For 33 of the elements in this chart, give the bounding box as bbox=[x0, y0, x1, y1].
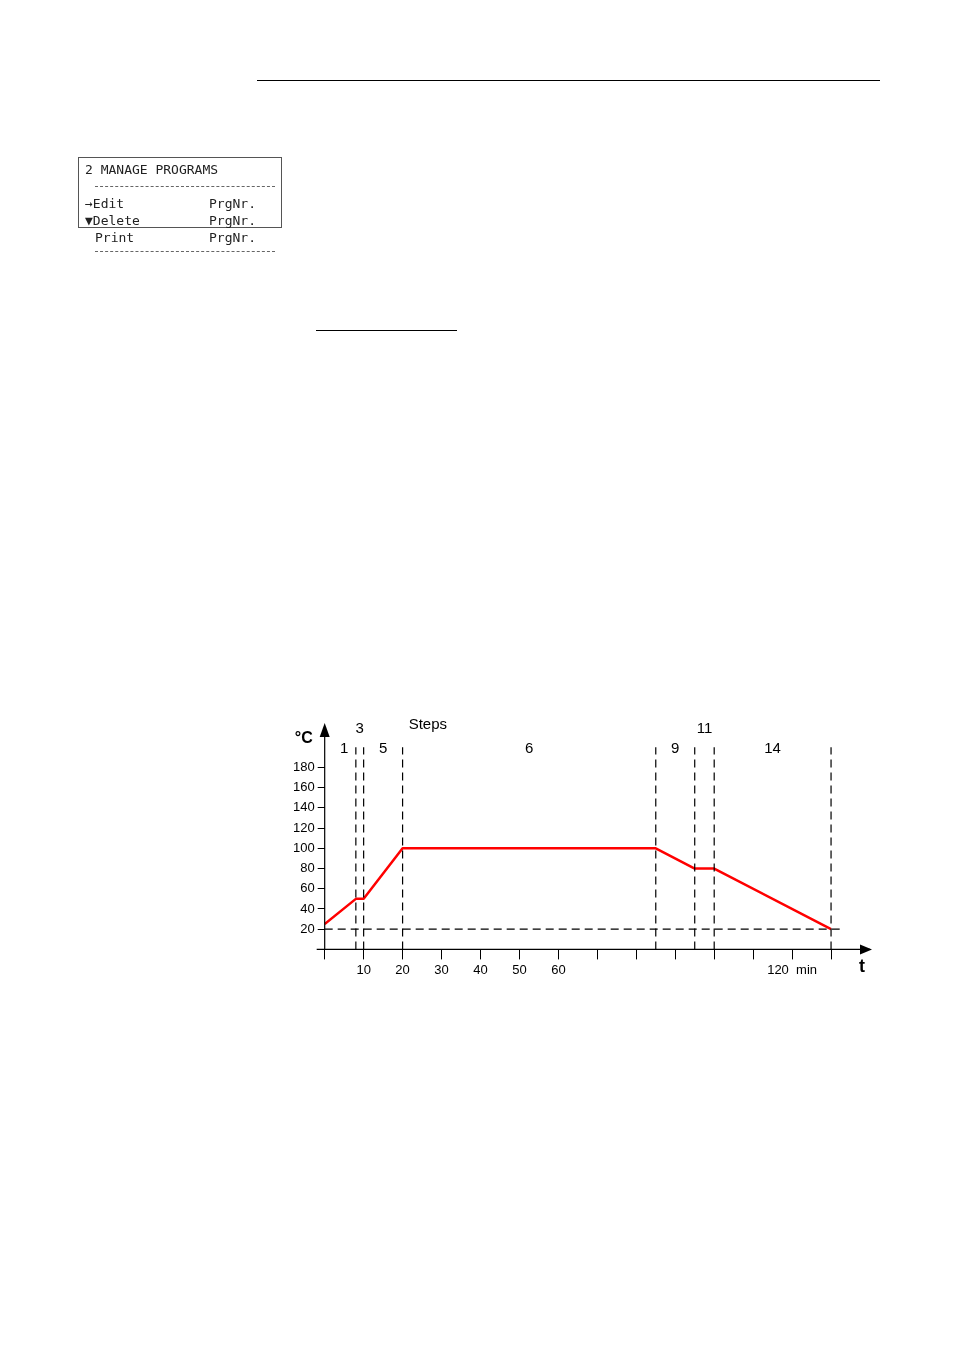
x-tick-label: 20 bbox=[395, 961, 410, 977]
annotation: 9 bbox=[671, 739, 680, 757]
text: Print bbox=[95, 230, 135, 246]
y-tick-label: 160 bbox=[292, 779, 315, 795]
annotation: 6 bbox=[525, 739, 534, 757]
text: PrgNr. bbox=[209, 230, 256, 246]
y-tick-label: 20 bbox=[300, 920, 315, 936]
y-tick-label: 80 bbox=[300, 860, 315, 876]
x-tick-label: 50 bbox=[512, 961, 527, 977]
annotation: 11 bbox=[696, 719, 713, 737]
y-axis-title: °C bbox=[294, 729, 314, 747]
y-tick-label: 100 bbox=[292, 839, 315, 855]
text: 2 MANAGE PROGRAMS bbox=[85, 162, 219, 178]
x-tick-label: 120 min bbox=[767, 961, 818, 977]
x-tick-label: 40 bbox=[473, 961, 488, 977]
annotation: 14 bbox=[764, 739, 781, 757]
text: ▼Delete bbox=[85, 213, 140, 229]
text: →Edit bbox=[85, 196, 125, 212]
annotation: 1 bbox=[340, 739, 349, 757]
y-tick-label: 140 bbox=[292, 799, 315, 815]
x-tick-label: 10 bbox=[356, 961, 371, 977]
y-tick-label: 40 bbox=[300, 900, 315, 916]
y-tick-label: 180 bbox=[292, 759, 315, 775]
y-tick-label: 120 bbox=[292, 819, 315, 835]
x-tick-label: 30 bbox=[434, 961, 449, 977]
text: PrgNr. bbox=[209, 213, 256, 229]
y-tick-label: 60 bbox=[300, 880, 315, 896]
text: PrgNr. bbox=[209, 196, 256, 212]
annotation: 5 bbox=[378, 739, 388, 757]
x-axis-title: t bbox=[859, 956, 865, 977]
annotation: 3 bbox=[355, 719, 364, 737]
annotation: Steps bbox=[408, 715, 448, 733]
x-tick-label: 60 bbox=[551, 961, 566, 977]
